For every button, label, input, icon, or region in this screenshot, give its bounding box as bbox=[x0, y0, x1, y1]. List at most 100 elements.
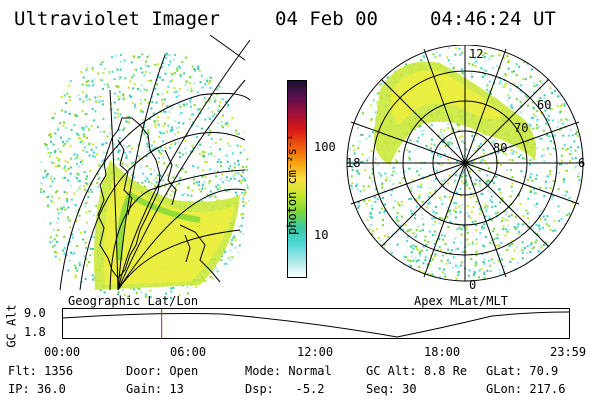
image-pixel bbox=[427, 241, 430, 243]
image-pixel bbox=[492, 230, 494, 233]
image-pixel bbox=[488, 80, 491, 83]
image-pixel bbox=[439, 197, 441, 200]
image-pixel bbox=[74, 274, 77, 277]
image-pixel bbox=[219, 138, 222, 141]
image-pixel bbox=[460, 264, 462, 267]
image-pixel bbox=[83, 231, 86, 234]
image-pixel bbox=[124, 162, 127, 165]
image-pixel bbox=[83, 171, 86, 173]
image-pixel bbox=[192, 178, 195, 181]
image-pixel bbox=[462, 171, 464, 174]
image-pixel bbox=[381, 197, 384, 199]
image-pixel bbox=[439, 155, 442, 158]
image-pixel bbox=[509, 195, 512, 198]
image-pixel bbox=[258, 126, 260, 128]
image-pixel bbox=[536, 233, 539, 235]
image-pixel bbox=[80, 71, 83, 74]
image-pixel bbox=[170, 72, 173, 75]
image-pixel bbox=[422, 129, 425, 132]
image-pixel bbox=[469, 176, 472, 179]
left-map-caption: Geographic Lat/Lon bbox=[68, 294, 199, 308]
image-pixel bbox=[155, 181, 158, 184]
image-pixel bbox=[377, 92, 380, 94]
image-pixel bbox=[173, 72, 176, 75]
image-pixel bbox=[203, 174, 206, 177]
image-pixel bbox=[179, 75, 182, 78]
image-pixel bbox=[70, 157, 73, 160]
image-pixel bbox=[26, 199, 28, 201]
image-pixel bbox=[438, 222, 441, 225]
image-pixel bbox=[98, 176, 101, 179]
image-pixel bbox=[86, 136, 88, 139]
image-pixel bbox=[65, 102, 68, 104]
image-pixel bbox=[78, 264, 81, 267]
image-pixel bbox=[231, 256, 234, 259]
image-pixel bbox=[161, 149, 164, 152]
image-pixel bbox=[177, 65, 180, 68]
image-pixel bbox=[32, 204, 34, 206]
image-pixel bbox=[412, 232, 415, 235]
image-pixel bbox=[33, 124, 35, 126]
image-pixel bbox=[49, 241, 52, 244]
image-pixel bbox=[175, 90, 178, 93]
image-pixel bbox=[435, 51, 438, 54]
image-pixel bbox=[478, 179, 481, 182]
image-pixel bbox=[201, 200, 203, 203]
image-pixel bbox=[565, 163, 568, 166]
image-pixel bbox=[428, 191, 431, 194]
image-pixel bbox=[68, 241, 71, 243]
image-pixel bbox=[521, 92, 524, 94]
image-pixel bbox=[150, 79, 153, 82]
image-pixel bbox=[205, 161, 208, 164]
image-pixel bbox=[196, 147, 199, 150]
image-pixel bbox=[569, 129, 572, 132]
image-pixel bbox=[215, 185, 218, 188]
image-pixel bbox=[198, 152, 201, 155]
image-pixel bbox=[69, 166, 72, 169]
image-pixel bbox=[119, 68, 122, 71]
image-pixel bbox=[410, 189, 413, 192]
image-pixel bbox=[244, 190, 247, 193]
image-pixel bbox=[77, 94, 80, 97]
image-pixel bbox=[371, 168, 374, 171]
image-pixel bbox=[519, 203, 522, 205]
image-pixel bbox=[474, 220, 477, 223]
image-pixel bbox=[468, 269, 471, 272]
image-pixel bbox=[147, 150, 150, 153]
image-pixel bbox=[235, 191, 238, 194]
image-pixel bbox=[41, 220, 44, 223]
image-pixel bbox=[498, 272, 501, 275]
image-pixel bbox=[88, 154, 91, 157]
image-pixel bbox=[51, 239, 54, 242]
image-pixel bbox=[438, 238, 441, 240]
image-pixel bbox=[434, 213, 437, 216]
image-pixel bbox=[465, 229, 468, 232]
image-pixel bbox=[162, 102, 165, 105]
image-pixel bbox=[491, 258, 494, 261]
image-pixel bbox=[44, 170, 46, 173]
image-pixel bbox=[87, 190, 89, 193]
image-pixel bbox=[443, 129, 446, 132]
image-pixel bbox=[132, 288, 135, 291]
image-pixel bbox=[500, 82, 503, 85]
image-pixel bbox=[466, 205, 469, 208]
image-pixel bbox=[475, 178, 478, 181]
image-pixel bbox=[574, 157, 577, 160]
image-pixel bbox=[209, 68, 212, 71]
image-pixel bbox=[89, 181, 92, 184]
image-pixel bbox=[213, 169, 216, 172]
image-pixel bbox=[178, 113, 181, 116]
image-pixel bbox=[221, 181, 224, 184]
image-pixel bbox=[175, 164, 178, 167]
image-pixel bbox=[251, 152, 253, 154]
image-pixel bbox=[159, 146, 162, 149]
image-pixel bbox=[251, 138, 253, 140]
image-pixel bbox=[73, 124, 76, 126]
image-pixel bbox=[472, 195, 475, 198]
image-pixel bbox=[494, 205, 497, 208]
orbit-altitude-curve bbox=[62, 311, 570, 338]
image-pixel bbox=[531, 101, 534, 104]
image-pixel bbox=[92, 143, 95, 146]
door-value: Open bbox=[169, 364, 199, 378]
image-pixel bbox=[75, 115, 78, 118]
